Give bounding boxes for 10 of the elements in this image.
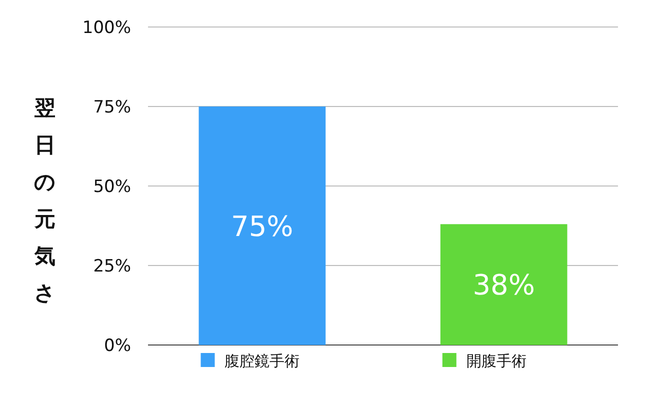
data-label: 38%	[472, 268, 535, 302]
y-tick-label: 0%	[104, 336, 131, 356]
data-label: 75%	[231, 210, 294, 243]
y-axis-title: 翌日の元気さ	[34, 96, 56, 305]
legend-label: 開腹手術	[466, 352, 526, 370]
legend-label: 腹腔鏡手術	[224, 352, 300, 370]
y-tick-label: 50%	[93, 177, 131, 197]
y-tick-label: 75%	[93, 98, 131, 118]
y-tick-label: 25%	[93, 256, 131, 276]
y-tick-label: 100%	[82, 18, 131, 38]
